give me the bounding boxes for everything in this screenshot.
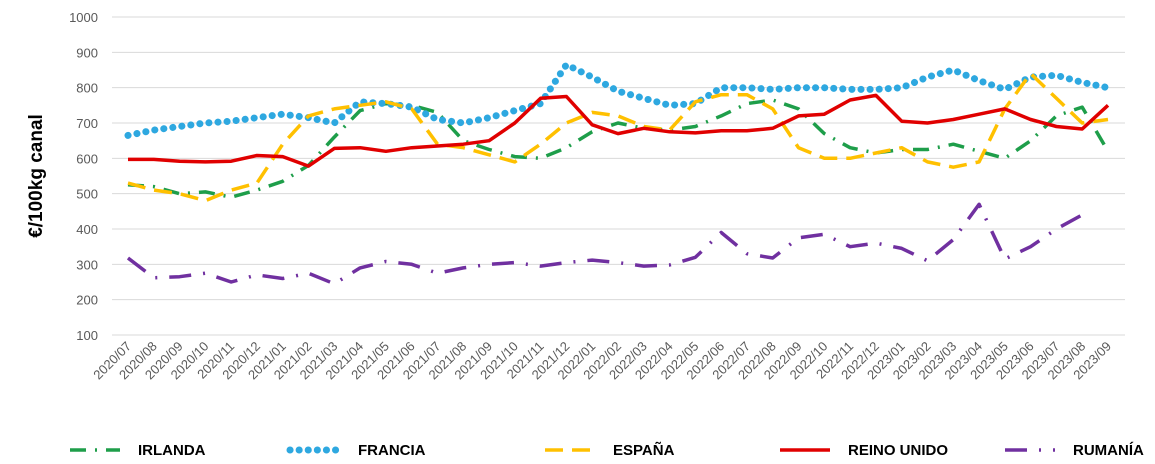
y-tick-label: 600 [76,151,98,166]
legend-label: IRLANDA [138,442,206,459]
y-tick-label: 700 [76,116,98,131]
y-tick-label: 200 [76,293,98,308]
y-tick-label: 900 [76,45,98,60]
line-series [127,98,1110,199]
line-series [126,202,1084,286]
y-tick-label: 1000 [69,10,98,25]
y-tick-label: 300 [76,257,98,272]
legend-label: RUMANÍA [1073,442,1144,459]
line-series [128,93,1110,168]
legend-label: FRANCIA [358,442,426,459]
line-series [124,61,1112,139]
y-tick-label: 800 [76,81,98,96]
y-tick-label: 400 [76,222,98,237]
line-series [127,71,1109,203]
y-axis-label: €/100kg canal [26,114,47,238]
legend-label: REINO UNIDO [848,442,948,459]
y-tick-label: 500 [76,187,98,202]
y-tick-label: 100 [76,328,98,343]
legend-label: ESPAÑA [613,441,675,459]
